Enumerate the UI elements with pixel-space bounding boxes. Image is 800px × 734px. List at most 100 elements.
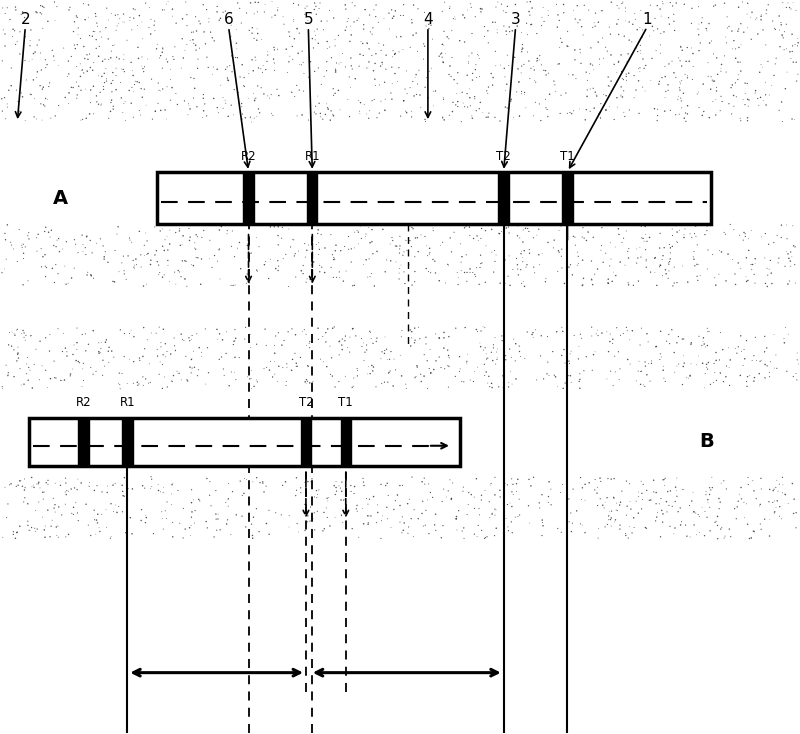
Point	[16, 481, 29, 493]
Point	[518, 89, 531, 101]
Point	[323, 520, 336, 532]
Point	[550, 326, 563, 338]
Point	[245, 247, 258, 259]
Point	[161, 496, 174, 508]
Point	[718, 50, 731, 62]
Point	[777, 32, 790, 44]
Point	[230, 23, 242, 35]
Point	[657, 474, 670, 486]
Point	[766, 79, 778, 91]
Point	[271, 1, 284, 13]
Text: R2: R2	[241, 150, 256, 163]
Point	[436, 38, 449, 50]
Point	[322, 492, 335, 504]
Point	[440, 491, 453, 503]
Point	[485, 346, 498, 358]
Point	[244, 341, 257, 353]
Point	[366, 337, 379, 349]
Point	[742, 275, 754, 286]
Point	[572, 353, 585, 365]
Point	[526, 332, 539, 344]
Point	[225, 241, 238, 252]
Point	[594, 112, 607, 124]
Point	[215, 351, 228, 363]
Point	[596, 499, 609, 511]
Point	[250, 54, 262, 66]
Point	[312, 249, 325, 261]
Point	[7, 344, 20, 356]
Point	[166, 376, 178, 388]
Point	[622, 279, 635, 291]
Point	[755, 231, 768, 243]
Point	[699, 341, 712, 353]
Point	[247, 65, 260, 76]
Point	[747, 350, 760, 362]
Point	[506, 378, 518, 390]
Point	[663, 239, 676, 250]
Point	[458, 36, 471, 48]
Point	[71, 89, 84, 101]
Point	[356, 503, 369, 515]
Point	[522, 6, 535, 18]
Point	[480, 353, 493, 365]
Point	[647, 474, 660, 486]
Point	[286, 323, 298, 335]
Point	[762, 496, 775, 508]
Point	[207, 61, 220, 73]
Point	[409, 71, 422, 83]
Point	[9, 330, 22, 341]
Point	[479, 342, 492, 354]
Point	[601, 373, 614, 385]
Point	[424, 368, 437, 379]
Point	[620, 225, 633, 237]
Point	[601, 46, 614, 57]
Point	[109, 244, 122, 256]
Point	[19, 334, 32, 346]
Point	[248, 95, 261, 106]
Point	[693, 526, 706, 538]
Point	[37, 23, 50, 34]
Point	[490, 27, 503, 39]
Point	[553, 15, 566, 26]
Point	[720, 483, 733, 495]
Point	[37, 251, 50, 263]
Point	[53, 246, 66, 258]
Point	[250, 231, 263, 243]
Point	[458, 219, 470, 230]
Point	[115, 63, 128, 75]
Point	[99, 336, 112, 348]
Point	[530, 76, 542, 88]
Point	[185, 354, 198, 366]
Point	[542, 491, 555, 503]
Point	[581, 90, 594, 102]
Point	[175, 374, 188, 385]
Point	[117, 490, 130, 501]
Point	[701, 225, 714, 236]
Point	[497, 370, 510, 382]
Point	[172, 265, 185, 277]
Point	[791, 40, 800, 51]
Point	[268, 221, 281, 233]
Point	[156, 382, 169, 394]
Point	[174, 223, 186, 235]
Point	[425, 367, 438, 379]
Point	[738, 353, 751, 365]
Point	[357, 50, 370, 62]
Point	[21, 352, 34, 363]
Point	[309, 101, 322, 112]
Point	[352, 238, 365, 250]
Point	[118, 95, 131, 107]
Point	[532, 223, 545, 235]
Point	[490, 1, 502, 13]
Point	[90, 528, 102, 540]
Point	[689, 220, 702, 232]
Point	[60, 236, 73, 247]
Point	[28, 523, 41, 534]
Point	[42, 81, 55, 92]
Point	[314, 266, 326, 277]
Point	[102, 341, 115, 353]
Point	[95, 98, 108, 110]
Point	[770, 230, 783, 241]
Point	[619, 15, 632, 26]
Point	[82, 54, 94, 65]
